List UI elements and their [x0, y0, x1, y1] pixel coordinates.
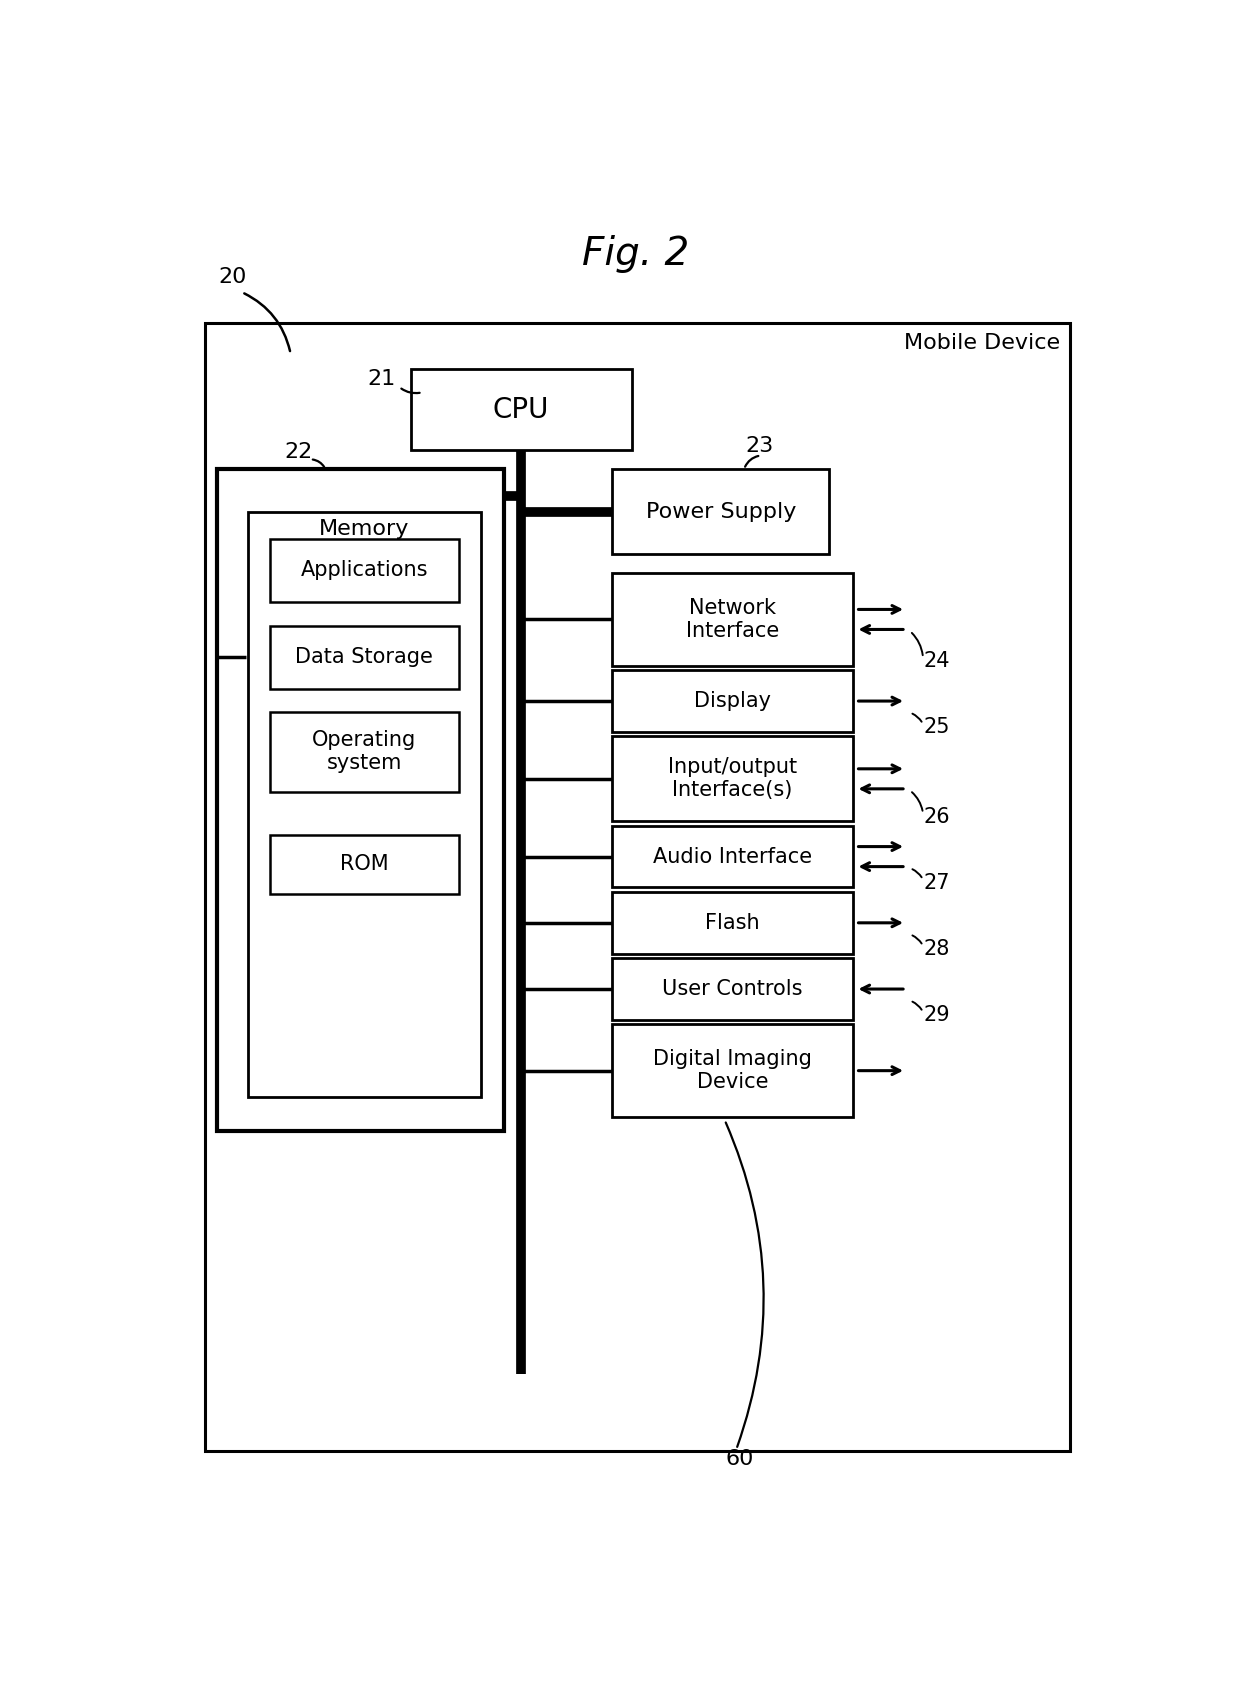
Text: 21: 21 — [367, 370, 396, 389]
Bar — [270, 538, 459, 602]
Bar — [270, 711, 459, 792]
Text: 24: 24 — [923, 652, 950, 670]
Bar — [613, 1025, 853, 1117]
Text: Flash: Flash — [706, 913, 760, 933]
Bar — [217, 470, 503, 1132]
Text: Power Supply: Power Supply — [646, 502, 796, 521]
Text: 26: 26 — [923, 806, 950, 826]
Bar — [613, 670, 853, 731]
Text: 20: 20 — [218, 266, 247, 287]
Text: 25: 25 — [923, 718, 950, 736]
Bar — [206, 322, 1069, 1451]
Text: Input/output
Interface(s): Input/output Interface(s) — [668, 757, 797, 801]
Text: Display: Display — [694, 691, 771, 711]
Text: User Controls: User Controls — [662, 979, 802, 1000]
Text: Network
Interface: Network Interface — [686, 597, 779, 641]
Bar — [613, 893, 853, 954]
Bar — [270, 626, 459, 689]
Bar — [248, 511, 481, 1096]
Bar — [613, 826, 853, 888]
Text: CPU: CPU — [494, 395, 549, 424]
Text: Fig. 2: Fig. 2 — [582, 234, 689, 273]
Bar — [613, 736, 853, 821]
Text: Mobile Device: Mobile Device — [904, 333, 1060, 353]
Text: Audio Interface: Audio Interface — [652, 847, 812, 867]
Bar — [613, 574, 853, 665]
Text: Memory: Memory — [319, 519, 409, 538]
Text: 23: 23 — [745, 436, 774, 456]
Text: Digital Imaging
Device: Digital Imaging Device — [653, 1049, 812, 1093]
Text: 60: 60 — [725, 1449, 754, 1468]
Text: Data Storage: Data Storage — [295, 647, 433, 667]
Text: 22: 22 — [284, 443, 312, 462]
Text: Applications: Applications — [300, 560, 428, 580]
Text: ROM: ROM — [340, 854, 388, 874]
Text: 29: 29 — [923, 1005, 950, 1025]
Text: Operating
system: Operating system — [312, 730, 417, 774]
Bar — [410, 370, 631, 450]
Text: 27: 27 — [923, 872, 950, 893]
Text: 28: 28 — [923, 938, 950, 959]
Bar — [613, 470, 830, 553]
Bar — [613, 959, 853, 1020]
Bar — [270, 835, 459, 894]
